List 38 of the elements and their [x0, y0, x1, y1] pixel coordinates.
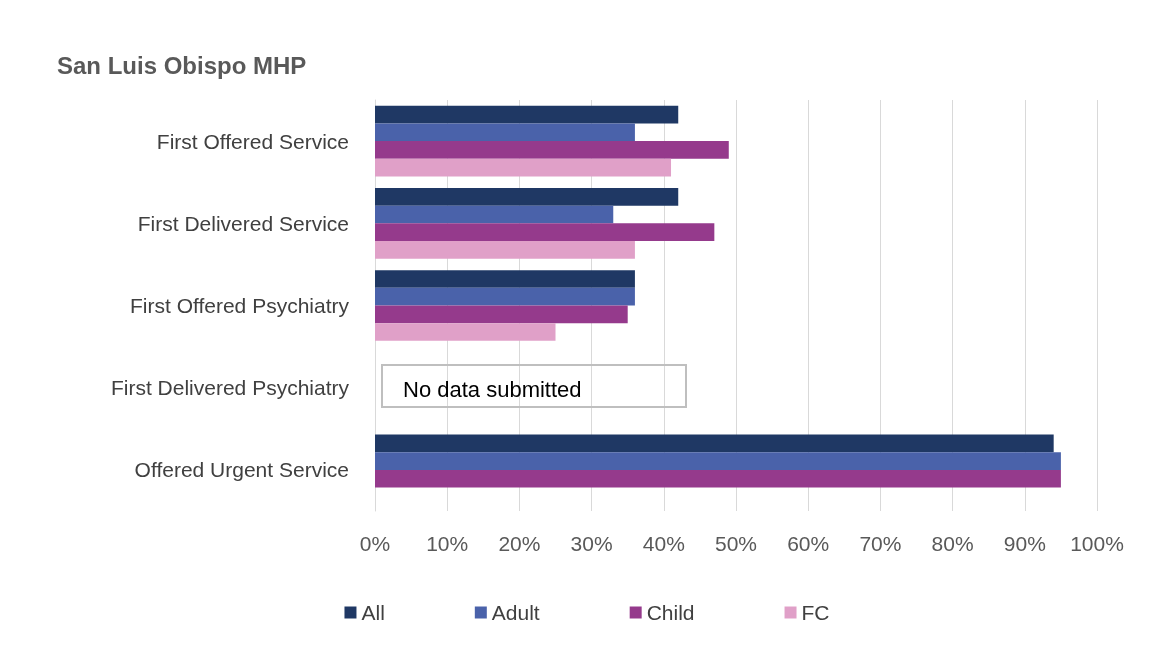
y-tick-label: First Delivered Psychiatry: [110, 376, 350, 400]
x-tick-label: 10%: [426, 532, 469, 555]
legend-label: Child: [646, 601, 695, 624]
text-box: No data submitted: [381, 364, 687, 408]
bar: [375, 123, 635, 142]
bar: [375, 323, 556, 341]
x-tick-label: 80%: [931, 532, 974, 555]
bar: [375, 223, 715, 241]
legend-label: All: [361, 601, 385, 624]
x-tick-label: 60%: [787, 532, 830, 555]
y-tick-label: First Delivered Service: [137, 211, 349, 235]
x-tick-label: 90%: [1003, 532, 1046, 555]
bar: [375, 187, 679, 206]
x-tick-label: 30%: [570, 532, 613, 555]
bar: [375, 434, 1054, 453]
x-tick-label: 20%: [498, 532, 541, 555]
legend-label: FC: [801, 601, 830, 624]
y-tick-label: First Offered Service: [156, 129, 349, 153]
bar: [375, 141, 729, 159]
bar: [375, 305, 628, 324]
bar: [375, 469, 1061, 488]
x-tick-label: 70%: [859, 532, 902, 555]
x-tick-label: 0%: [359, 532, 391, 555]
bar: [375, 205, 614, 224]
legend-label: Adult: [491, 601, 540, 624]
bar: [375, 452, 1061, 470]
x-tick-label: 100%: [1070, 532, 1124, 555]
x-tick-label: 50%: [714, 532, 758, 555]
bar: [375, 240, 635, 259]
text: San Luis Obispo MHP: [57, 51, 307, 79]
annotation: No data submitted: [403, 377, 582, 402]
y-tick-label: Offered Urgent Service: [134, 458, 349, 482]
y-tick-label: First Offered Psychiatry: [129, 294, 350, 317]
bar: [375, 158, 672, 177]
bar: [375, 287, 635, 306]
bar: [375, 270, 635, 288]
bar: [375, 105, 679, 124]
x-tick-label: 40%: [642, 532, 685, 555]
